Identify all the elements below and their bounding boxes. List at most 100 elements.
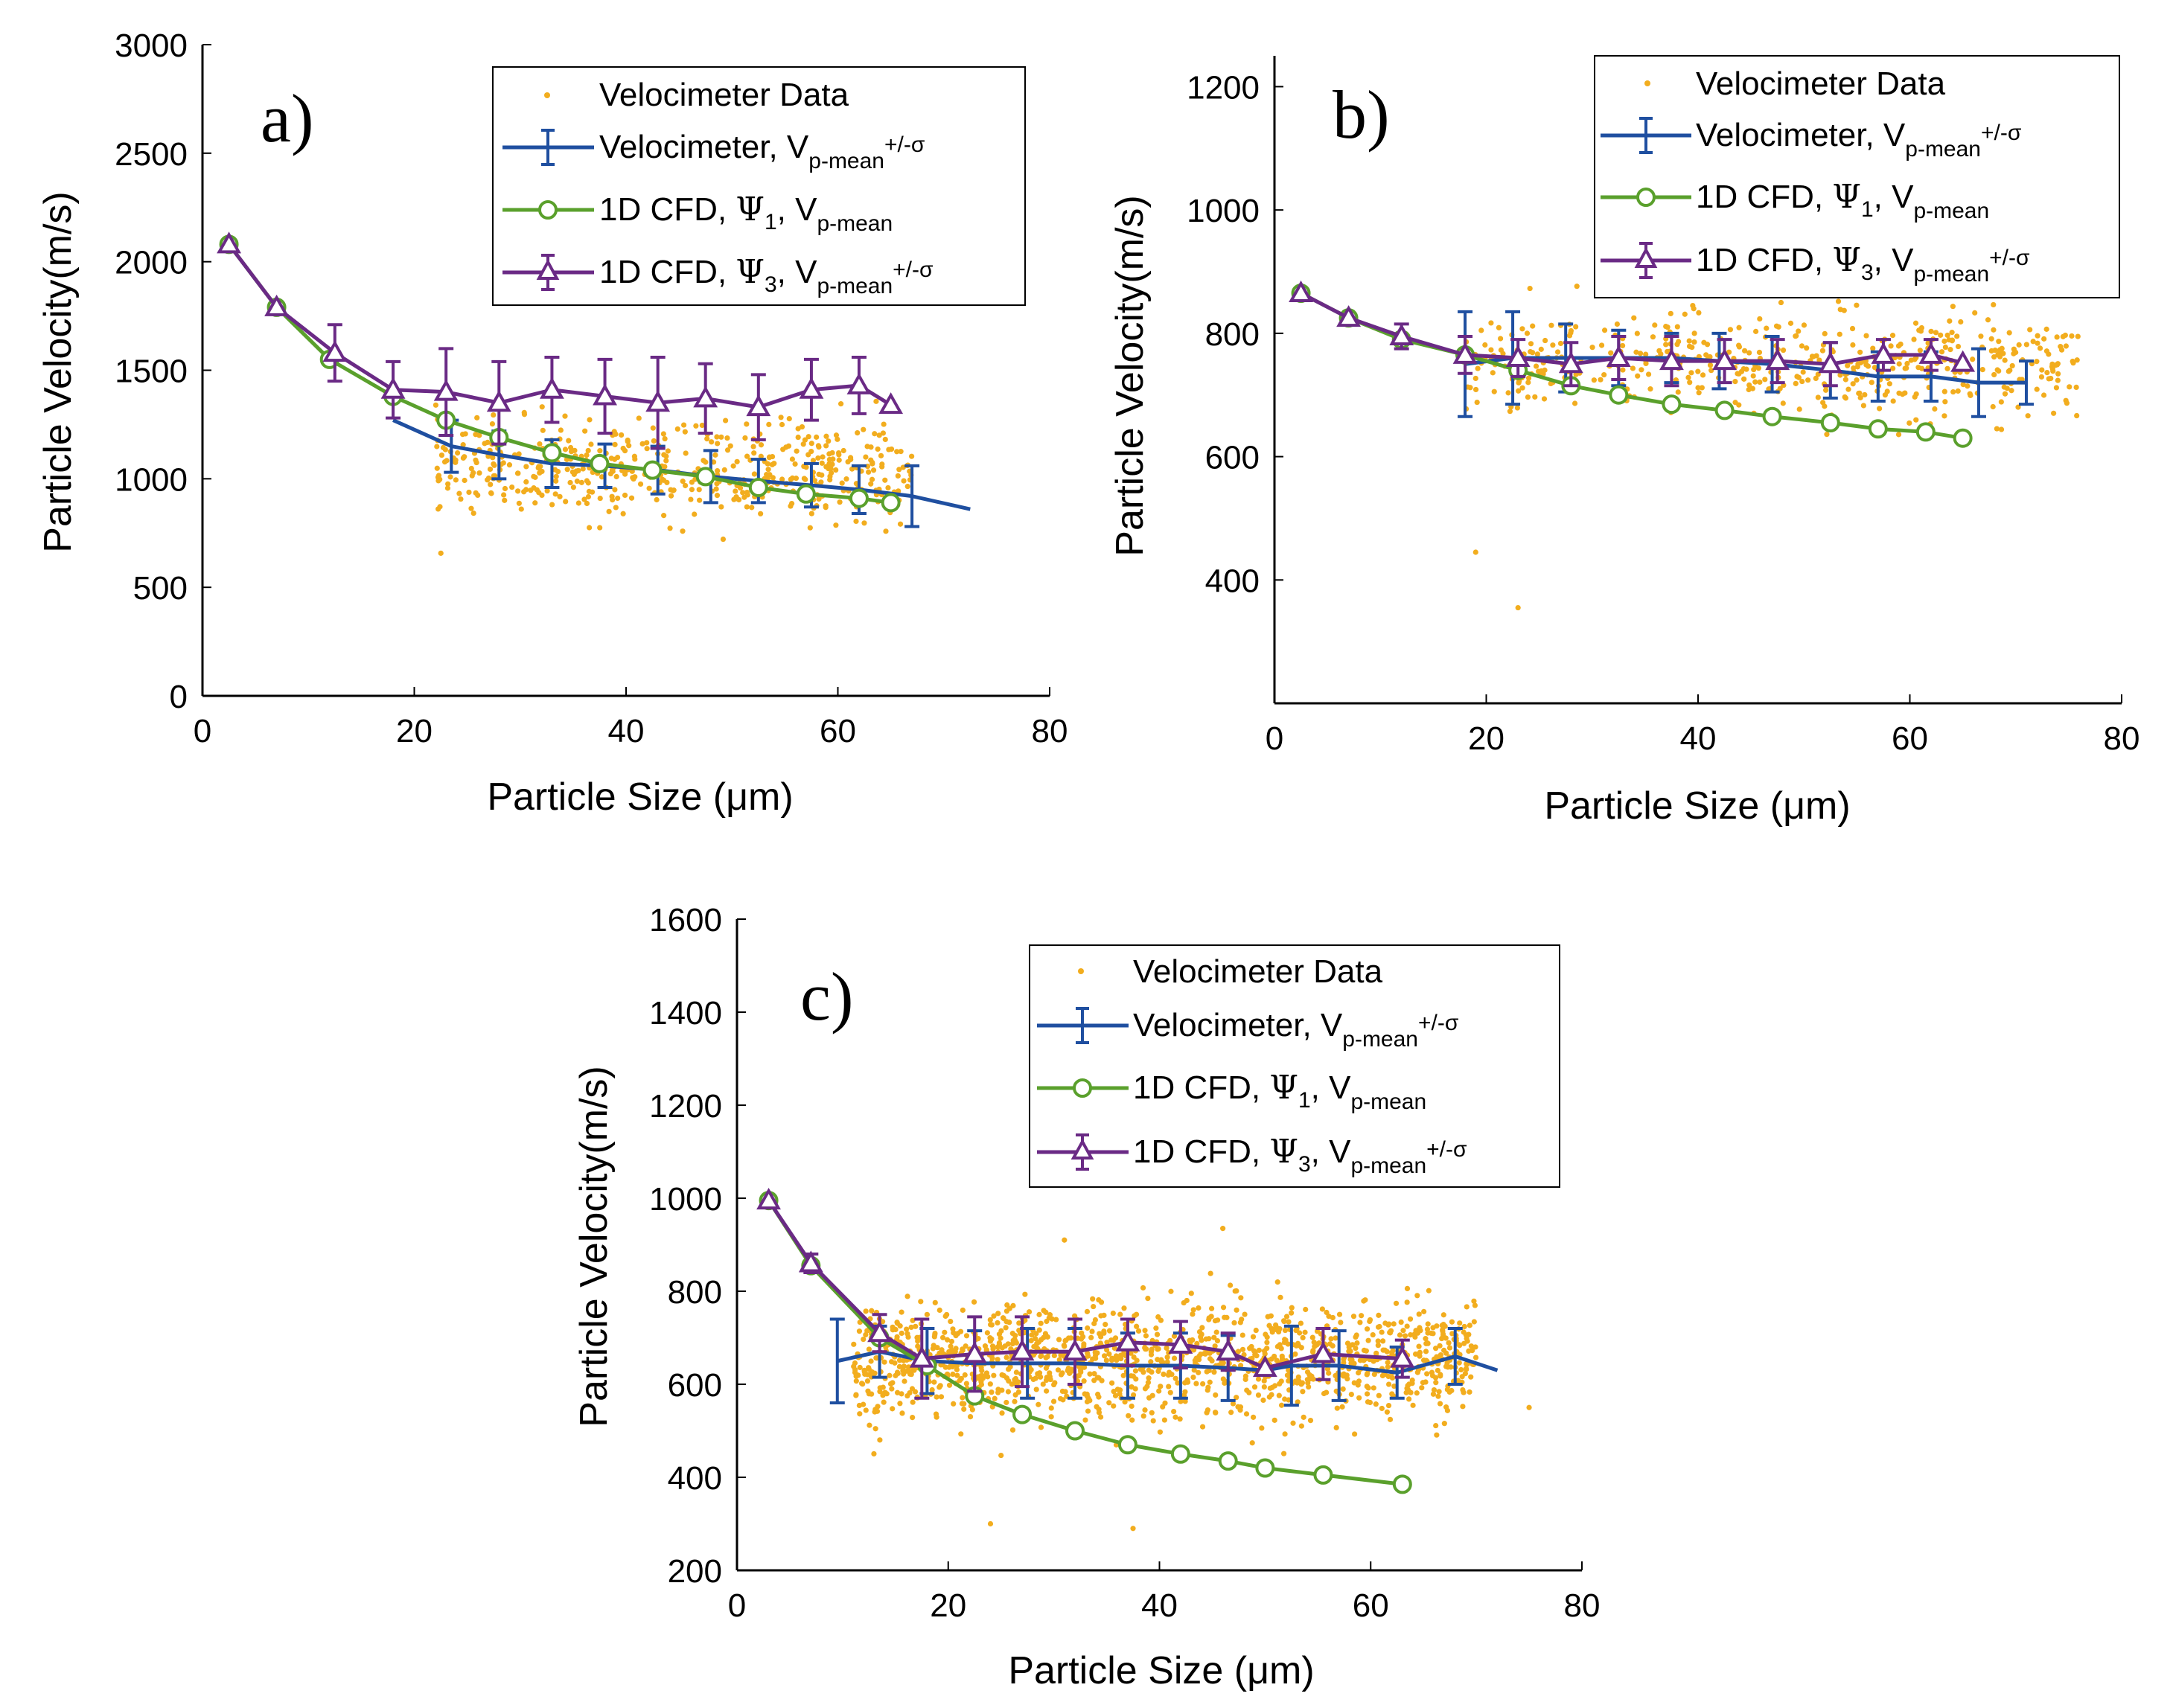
cfd1-marker <box>1714 400 1735 420</box>
scatter-point <box>835 436 840 442</box>
scatter-point <box>1038 1353 1044 1359</box>
scatter-point <box>1214 1337 1221 1344</box>
scatter-point <box>1988 348 1994 354</box>
scatter-point <box>1277 1325 1283 1332</box>
scatter-point <box>960 1395 966 1401</box>
scatter-point <box>989 1343 996 1349</box>
scatter-point <box>1430 1391 1437 1397</box>
scatter-point <box>1701 339 1707 345</box>
scatter-point <box>1346 1344 1352 1350</box>
scatter-point <box>885 484 891 491</box>
scatter-point <box>1752 379 1758 385</box>
scatter-point <box>1131 1354 1137 1360</box>
scatter-point <box>1457 1343 1463 1349</box>
scatter-point <box>1589 345 1595 351</box>
scatter-point <box>1220 1305 1227 1311</box>
scatter-point <box>485 475 491 482</box>
scatter-point <box>1347 1356 1353 1363</box>
scatter-point <box>445 481 451 487</box>
scatter-point <box>1224 1314 1230 1320</box>
scatter-point <box>1303 1306 1309 1313</box>
scatter-point <box>1089 1328 1095 1334</box>
scatter-point <box>1550 342 1556 348</box>
scatter-point <box>2058 344 2064 350</box>
scatter-point <box>1164 1354 1170 1360</box>
scatter-point <box>961 1401 967 1407</box>
cfd1-marker <box>590 453 610 473</box>
scatter-point <box>553 473 559 479</box>
scatter-point <box>1472 386 1479 393</box>
scatter-point <box>987 1338 994 1344</box>
scatter-point <box>2016 342 2022 348</box>
scatter-point <box>908 1324 914 1331</box>
scatter-point <box>515 470 521 476</box>
cfd3-marker <box>645 390 671 412</box>
scatter-point <box>1645 371 1652 377</box>
scatter-point <box>1787 320 1794 326</box>
scatter-point <box>1870 345 1876 351</box>
scatter-point <box>958 1431 964 1437</box>
scatter-point <box>758 453 764 459</box>
scatter-point <box>749 505 755 511</box>
legend-box-b <box>1594 55 2120 298</box>
scatter-point <box>1941 388 1947 394</box>
scatter-point <box>1161 1371 1167 1378</box>
scatter-point <box>644 440 650 446</box>
scatter-point <box>1393 1300 1400 1306</box>
scatter-point <box>580 466 586 472</box>
scatter-point <box>434 444 440 450</box>
scatter-point <box>1271 1417 1277 1423</box>
scatter-point <box>1475 365 1481 371</box>
cfd1-marker <box>1012 1404 1033 1424</box>
scatter-point <box>586 488 593 494</box>
scatter-point <box>650 425 656 431</box>
scatter-point <box>1635 373 1641 379</box>
scatter-point <box>890 1406 896 1412</box>
scatter-point <box>557 493 563 499</box>
scatter-point <box>960 1307 966 1314</box>
scatter-point <box>1348 1360 1354 1366</box>
scatter-point <box>1468 1343 1474 1349</box>
scatter-point <box>1212 1343 1218 1349</box>
scatter-point <box>1158 1317 1164 1323</box>
scatter-point <box>750 444 756 450</box>
scatter-point <box>1079 1330 1085 1336</box>
scatter-point <box>876 432 882 438</box>
scatter-point <box>1403 1389 1409 1395</box>
scatter-point <box>1059 1370 1065 1376</box>
scatter-point <box>2064 400 2070 406</box>
scatter-point <box>805 452 811 458</box>
scatter-point <box>474 415 480 420</box>
scatter-point <box>2070 360 2076 366</box>
x-tick-label: 20 <box>930 1587 966 1624</box>
scatter-point <box>1438 1352 1443 1358</box>
scatter-point <box>1171 1333 1178 1339</box>
scatter-point <box>1279 1353 1285 1359</box>
scatter-point <box>1164 1359 1170 1365</box>
scatter-point <box>469 473 475 479</box>
scatter-point <box>1012 1377 1018 1383</box>
scatter-point <box>1837 372 1843 378</box>
scatter-point <box>826 438 832 444</box>
scatter-point <box>1947 318 1953 324</box>
scatter-point <box>996 1331 1003 1337</box>
scatter-point <box>1691 306 1697 312</box>
scatter-point <box>1299 1380 1306 1386</box>
scatter-point <box>1033 1331 1039 1337</box>
scatter-point <box>899 1410 905 1416</box>
scatter-point <box>2043 348 2050 354</box>
scatter-point <box>1955 388 1961 394</box>
scatter-point <box>795 434 801 441</box>
scatter-point <box>1796 406 1802 412</box>
scatter-point <box>1213 1329 1219 1335</box>
scatter-point <box>682 429 688 435</box>
scatter-point <box>1300 1389 1306 1395</box>
scatter-point <box>1006 1320 1012 1325</box>
scatter-point <box>1350 1314 1357 1320</box>
scatter-point <box>2060 333 2066 339</box>
scatter-point <box>995 1389 1001 1395</box>
scatter-point <box>437 504 443 510</box>
y-tick-label: 600 <box>1205 440 1260 476</box>
scatter-point <box>1213 1392 1219 1398</box>
scatter-point <box>751 471 757 477</box>
